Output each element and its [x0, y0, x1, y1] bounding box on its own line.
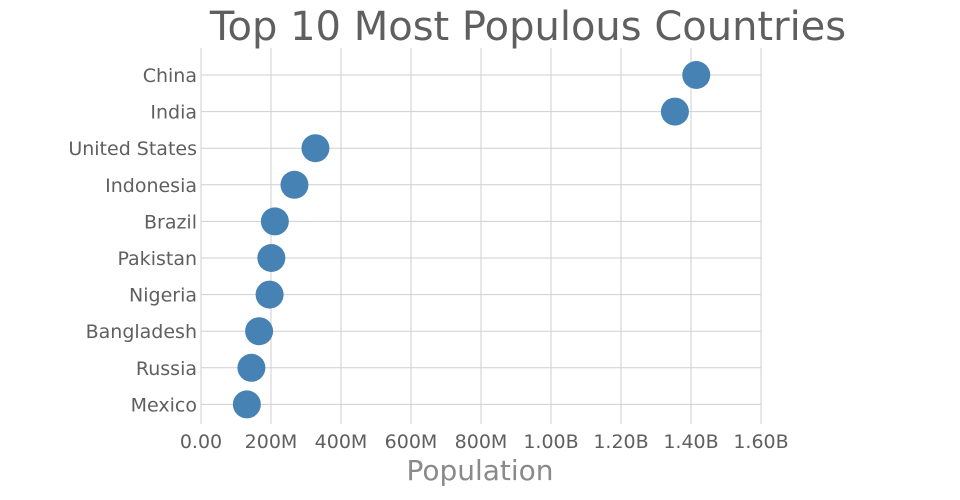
data-point[interactable] — [245, 317, 274, 346]
y-tick-label: Mexico — [131, 394, 197, 416]
y-axis-tick-labels: China India United States Indonesia Brazil Pa… — [68, 65, 197, 416]
y-tick-label: Bangladesh — [86, 321, 197, 343]
x-tick-label: 800M — [455, 431, 508, 453]
y-tick-label: Brazil — [144, 211, 197, 233]
y-tick-label: United States — [68, 138, 197, 160]
data-point[interactable] — [682, 61, 711, 89]
data-points — [232, 61, 711, 419]
data-point[interactable] — [232, 390, 261, 419]
y-tick-label: China — [143, 65, 197, 87]
x-tick-label: 0.00 — [180, 431, 222, 453]
y-tick-label: Indonesia — [105, 175, 197, 197]
y-tick-label: Nigeria — [129, 285, 197, 307]
x-axis-title: Population — [406, 454, 553, 487]
data-point[interactable] — [660, 97, 689, 126]
chart-title: Top 10 Most Populous Countries — [209, 4, 846, 50]
y-tick-label: India — [150, 102, 197, 124]
data-point[interactable] — [237, 353, 266, 382]
x-tick-label: 400M — [315, 431, 368, 453]
x-tick-label: 1.60B — [733, 431, 788, 453]
data-point[interactable] — [280, 170, 309, 199]
x-tick-label: 1.20B — [593, 431, 648, 453]
data-point[interactable] — [301, 134, 330, 163]
x-axis-tick-labels: 0.00 200M 400M 600M 800M 1.00B 1.20B 1.40B 1.60B — [180, 431, 789, 453]
gridlines — [200, 48, 762, 424]
y-tick-label: Russia — [136, 358, 197, 380]
x-tick-label: 200M — [245, 431, 298, 453]
x-tick-label: 600M — [385, 431, 438, 453]
data-point[interactable] — [260, 207, 289, 236]
data-point[interactable] — [255, 280, 284, 309]
data-point[interactable] — [257, 244, 286, 272]
y-tick-label: Pakistan — [117, 248, 197, 270]
x-tick-label: 1.00B — [523, 431, 578, 453]
x-tick-label: 1.40B — [663, 431, 718, 453]
